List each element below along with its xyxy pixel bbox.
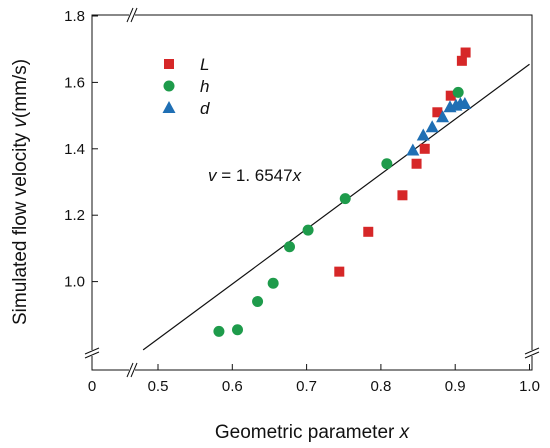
legend-marker-h [163,80,175,92]
legend-item-d: d [162,99,210,118]
plot-frame [91,14,533,371]
fit-equation-y-var: v [208,166,218,185]
x-axis-title-text: Geometric parameter [215,422,400,443]
fit-equation-body: = 1. 6547 [217,166,293,185]
y-axis-title-var: v [10,117,31,128]
data-point-L [363,226,374,237]
series-d [406,96,472,156]
legend-item-L: L [164,55,209,74]
x-axis-title: Geometric parameter x [215,422,411,443]
series-h [213,86,464,337]
y-tick-label: 1.4 [64,141,85,158]
y-axis-title-unit: (mm/s) [10,59,31,118]
fit-equation-x-var: x [292,166,302,185]
x-axis-ticks: 0.5 0.6 0.7 0.8 0.9 1.0 0 [88,364,540,395]
y-tick-label: 1.0 [64,274,85,291]
x-origin-label: 0 [88,378,96,395]
legend-label-h: h [200,77,209,96]
x-tick-label: 0.9 [445,378,466,395]
data-point-h [232,324,244,336]
fit-equation: v = 1. 6547x [208,166,302,185]
x-tick-label: 0.7 [296,378,317,395]
data-point-h [267,277,279,289]
legend: Lhd [162,55,210,118]
data-point-L [445,90,456,101]
y-axis-break-right [524,347,540,359]
x-axis-break-top [126,7,138,23]
legend-item-h: h [163,77,209,96]
data-point-h [381,158,393,170]
legend-marker-L [164,59,174,69]
data-point-d [436,110,450,123]
y-axis-break-left [84,347,100,359]
y-axis-ticks: 1.0 1.2 1.4 1.6 1.8 [64,8,98,291]
data-point-h [284,241,296,253]
data-point-L [334,266,345,277]
series-L [334,47,471,277]
y-tick-label: 1.6 [64,74,85,91]
x-tick-label: 0.8 [370,378,391,395]
legend-label-d: d [200,99,210,118]
data-point-L [432,107,443,118]
x-axis-title-var: x [399,422,411,443]
data-point-h [302,224,314,236]
data-point-L [419,143,430,154]
data-point-h [252,296,264,308]
data-point-d [416,128,430,141]
data-point-d [425,120,439,133]
data-point-L [460,47,471,58]
data-point-d [458,96,472,109]
data-point-d [406,143,420,156]
y-axis-title: Simulated flow velocity v(mm/s) [10,59,31,325]
x-tick-label: 1.0 [519,378,540,395]
legend-marker-d [162,101,176,113]
legend-label-L: L [200,55,209,74]
y-tick-label: 1.8 [64,8,85,25]
y-tick-label: 1.2 [64,207,85,224]
x-axis-break-bottom [126,362,138,378]
data-point-h [213,325,225,337]
data-point-h [452,86,464,98]
data-point-L [456,55,467,66]
data-point-L [397,190,408,201]
data-point-L [411,158,422,169]
data-points [213,47,472,337]
axis-breaks [84,7,540,378]
x-tick-label: 0.6 [222,378,243,395]
data-point-h [339,193,351,205]
fit-line [142,63,530,351]
y-axis-title-text: Simulated flow velocity [10,128,31,325]
x-tick-label: 0.5 [148,378,169,395]
